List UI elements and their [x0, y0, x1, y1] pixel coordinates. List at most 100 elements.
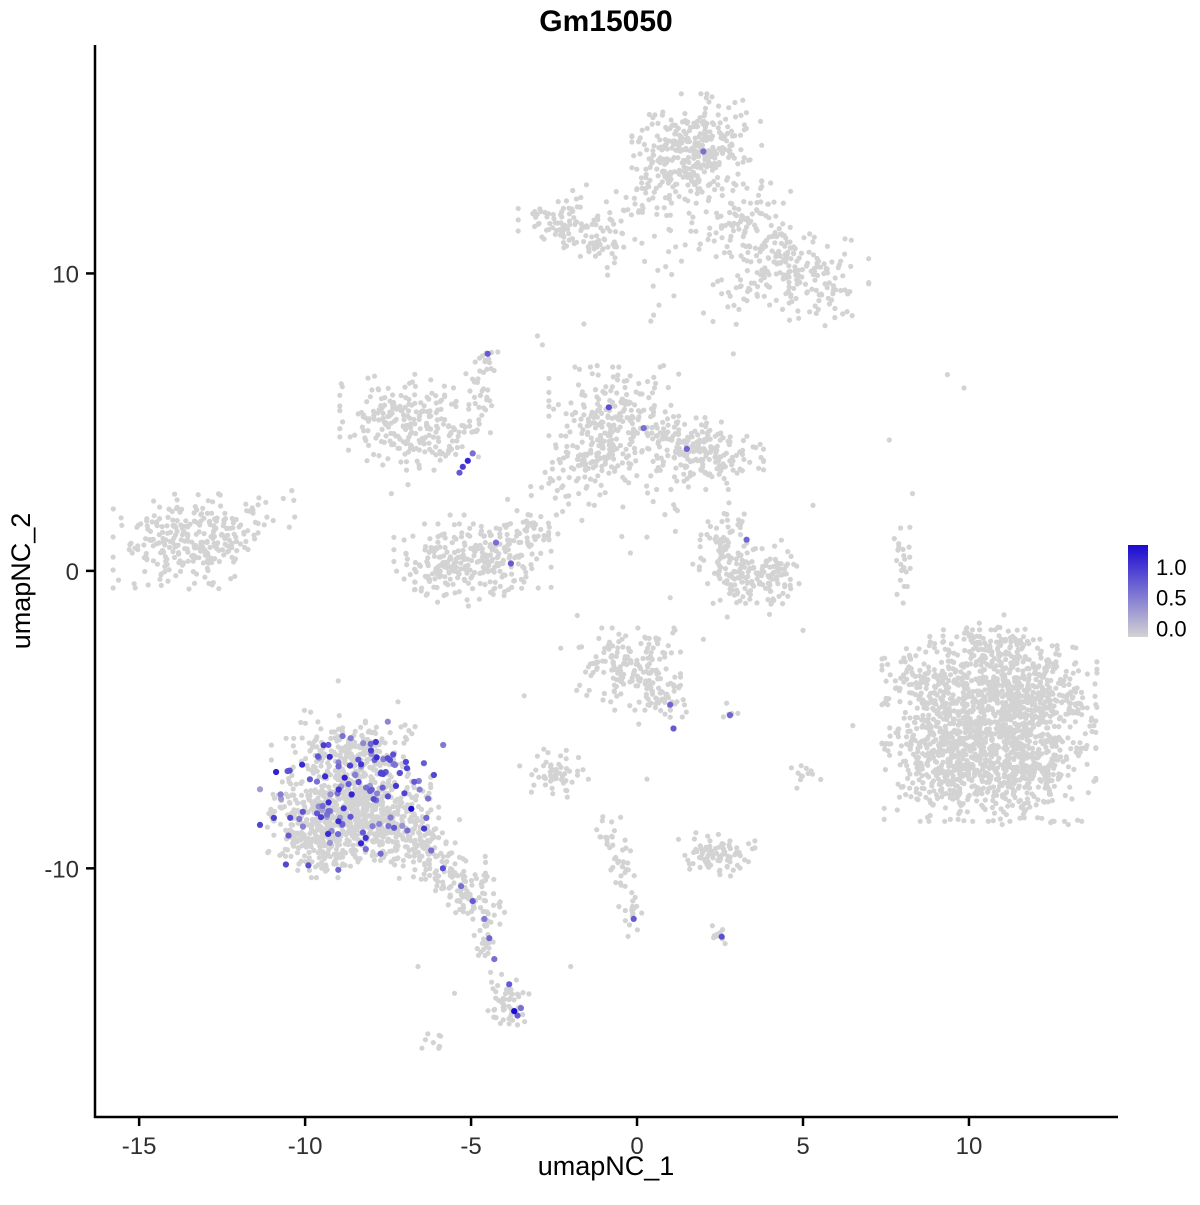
cell-point — [724, 537, 730, 543]
cell-point — [728, 128, 735, 134]
cell-point — [698, 532, 704, 538]
cell-point — [842, 287, 848, 293]
cell-point — [677, 449, 683, 455]
cell-point — [631, 668, 638, 674]
cell-point — [1042, 772, 1048, 778]
cell-point — [948, 641, 955, 647]
cell-point — [620, 451, 626, 457]
cell-point — [564, 423, 570, 429]
cell-point — [1060, 759, 1066, 765]
cell-point — [366, 416, 372, 422]
cell-point — [1036, 764, 1042, 770]
cell-point — [624, 392, 630, 398]
cell-point — [982, 797, 988, 803]
cell-point — [582, 474, 588, 480]
cell-point — [659, 179, 665, 185]
cell-point — [509, 571, 515, 577]
cell-point — [703, 453, 709, 459]
cell-point — [1026, 745, 1032, 752]
cell-point — [697, 544, 703, 550]
cell-point — [1036, 721, 1042, 727]
cell-point — [531, 525, 537, 531]
cell-point — [426, 578, 433, 585]
cell-point — [848, 263, 854, 269]
cell-point — [776, 248, 782, 254]
cell-point — [563, 411, 569, 417]
cell-point — [887, 733, 893, 739]
cell-point — [204, 510, 211, 516]
cell-point — [693, 151, 699, 157]
cell-point — [803, 263, 810, 269]
cell-point — [788, 292, 794, 298]
cell-point — [681, 702, 688, 708]
cell-point — [1021, 673, 1027, 679]
cell-point — [923, 649, 929, 655]
cell-point — [662, 654, 668, 660]
cell-point — [919, 785, 925, 791]
cell-point — [1037, 651, 1043, 657]
cell-point — [184, 546, 190, 552]
cell-point — [974, 798, 980, 804]
cell-point — [576, 366, 583, 372]
cell-point — [456, 571, 462, 577]
cell-point — [712, 187, 718, 193]
cell-point — [917, 818, 923, 824]
cell-point — [609, 449, 615, 455]
cell-point — [589, 371, 595, 377]
cell-point — [992, 713, 998, 719]
cell-point — [694, 118, 701, 124]
cell-point — [400, 439, 406, 445]
cell-point — [395, 445, 401, 451]
cell-point — [423, 544, 429, 550]
cell-point — [731, 592, 738, 598]
cell-point — [669, 271, 675, 278]
cell-point — [794, 258, 800, 264]
cell-point — [995, 668, 1001, 675]
cell-point — [824, 243, 831, 249]
cell-point — [197, 522, 203, 528]
cell-point — [456, 429, 462, 435]
cell-point — [642, 258, 648, 264]
cell-point — [988, 736, 995, 743]
cell-point — [736, 306, 742, 312]
cell-point — [1012, 705, 1018, 711]
cell-point — [544, 214, 550, 220]
cell-point — [1073, 645, 1079, 651]
cell-point — [767, 556, 773, 562]
cell-point — [885, 661, 891, 668]
cell-point — [1025, 681, 1031, 687]
cell-point — [1067, 676, 1073, 682]
cell-point — [725, 124, 731, 130]
cell-point — [655, 267, 661, 273]
cell-point — [786, 274, 792, 280]
cell-point — [459, 530, 465, 536]
cell-point — [636, 699, 642, 705]
cell-point — [173, 543, 180, 549]
cell-point — [383, 420, 389, 426]
cell-point — [922, 704, 928, 710]
cell-point — [610, 374, 616, 380]
cell-point — [785, 549, 791, 555]
cell-point — [901, 715, 907, 721]
cell-point — [571, 215, 577, 221]
cell-point — [944, 689, 950, 695]
cell-point — [684, 463, 690, 470]
cell-point — [444, 549, 450, 555]
cell-point — [605, 272, 611, 278]
cell-point — [769, 248, 775, 254]
cell-point — [711, 570, 718, 576]
cell-point — [584, 692, 590, 699]
cell-point — [1056, 716, 1062, 722]
cell-point — [647, 164, 653, 170]
cell-point — [725, 130, 731, 136]
cell-point — [602, 461, 608, 467]
cell-point — [713, 534, 719, 540]
cell-point — [931, 747, 937, 753]
cell-point — [668, 680, 674, 687]
cell-point — [579, 517, 585, 524]
cell-point — [648, 156, 654, 162]
cell-point — [724, 614, 730, 620]
cell-point — [709, 133, 716, 139]
cell-point — [718, 213, 724, 219]
